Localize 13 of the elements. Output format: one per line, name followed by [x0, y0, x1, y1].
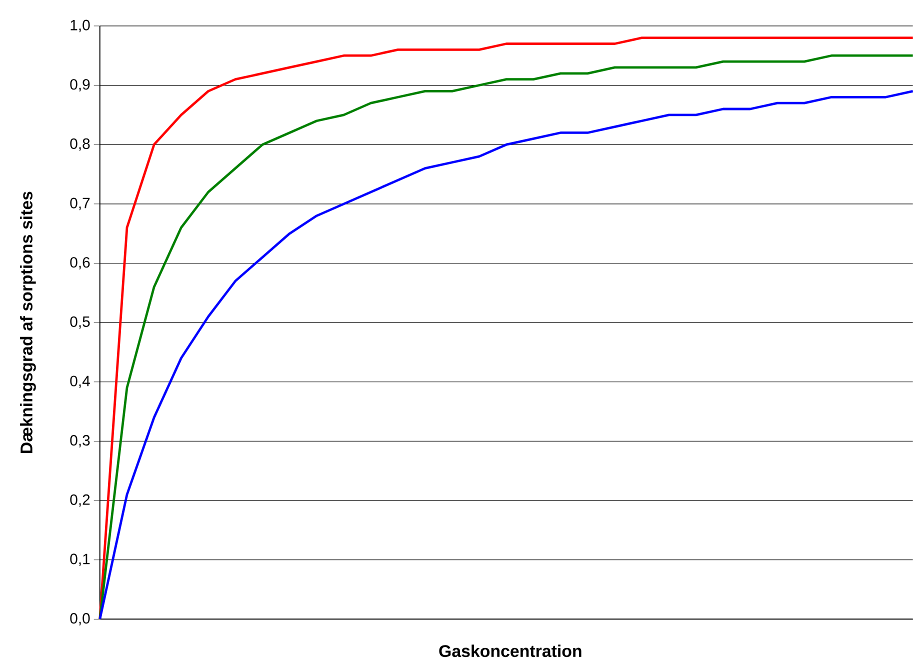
x-axis-title: Gaskoncentration — [439, 644, 582, 658]
y-tick-label: 0,0 — [70, 612, 90, 626]
y-tick-label: 0,1 — [70, 554, 90, 566]
y-tick-label: 0,7 — [70, 198, 90, 210]
y-axis-title: Dækningsgrad af sorptions sites — [20, 192, 36, 453]
y-tick-label: 0,9 — [70, 79, 90, 92]
y-tick-label: 0,5 — [70, 316, 90, 329]
y-tick-label: 0,8 — [70, 138, 90, 151]
y-tick-label: 0,6 — [70, 257, 90, 270]
y-tick-label: 0,4 — [70, 376, 90, 388]
y-tick-label: 0,3 — [70, 434, 90, 448]
y-tick-label: 0,2 — [70, 494, 90, 507]
y-tick-label: 1,0 — [70, 20, 90, 32]
